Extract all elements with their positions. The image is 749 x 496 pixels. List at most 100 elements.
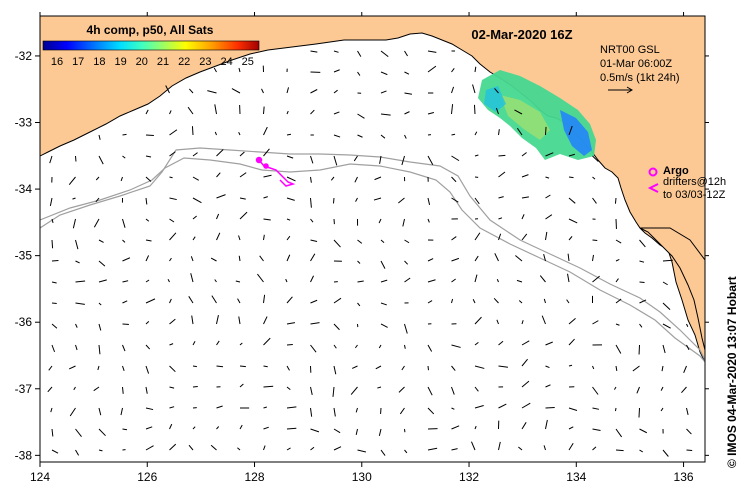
current-vector <box>515 255 523 262</box>
colorbar-tick-label: 21 <box>157 56 169 68</box>
current-vectors <box>47 50 693 457</box>
current-vector <box>638 407 640 418</box>
current-vector <box>122 300 128 304</box>
current-vector <box>493 297 499 304</box>
colorbar-tick-label: 20 <box>136 56 148 68</box>
current-vector <box>516 279 523 283</box>
current-vector <box>145 320 150 325</box>
current-vector <box>474 131 478 136</box>
current-vector <box>427 386 433 396</box>
current-vector <box>451 425 460 430</box>
current-vector <box>145 407 154 411</box>
current-vector <box>521 196 529 199</box>
current-vector <box>213 67 217 73</box>
current-vector <box>169 365 176 373</box>
current-vector <box>122 218 126 228</box>
current-vector <box>145 386 148 394</box>
current-vector <box>51 428 54 437</box>
current-vector <box>75 302 85 305</box>
y-tick-label: -32 <box>15 49 33 63</box>
y-tick-label: -34 <box>15 182 33 196</box>
current-vector <box>380 449 386 456</box>
colorbar-tick-label: 23 <box>199 56 211 68</box>
y-tick-label: -37 <box>15 382 33 396</box>
current-vector <box>662 323 671 329</box>
current-vector <box>662 449 669 457</box>
sst-patch-mid <box>484 86 506 112</box>
colorbar-tick-label: 19 <box>114 56 126 68</box>
current-vector <box>333 111 340 115</box>
current-vector <box>286 254 291 262</box>
colorbar-gradient <box>42 40 260 51</box>
current-vector <box>380 113 391 116</box>
current-vector <box>75 239 79 250</box>
current-vector <box>122 239 126 243</box>
current-vector <box>286 406 297 409</box>
current-vector <box>380 90 387 94</box>
current-vector <box>145 155 152 158</box>
current-vector <box>498 403 507 409</box>
current-vector <box>239 197 246 200</box>
current-vector <box>380 71 388 76</box>
current-vector <box>568 426 574 430</box>
current-vector <box>210 257 217 262</box>
current-vector <box>190 256 194 262</box>
x-tick-label: 134 <box>566 470 586 484</box>
current-vector <box>192 365 197 368</box>
current-vector <box>237 298 241 304</box>
current-vector <box>357 134 363 138</box>
current-vector <box>72 197 76 200</box>
current-vector <box>310 50 318 53</box>
current-vector <box>451 407 455 410</box>
current-vector <box>167 279 170 283</box>
current-vector <box>192 341 196 346</box>
current-vector <box>545 152 554 157</box>
current-vector <box>632 365 640 372</box>
x-tick-label: 126 <box>137 470 157 484</box>
current-vector <box>639 299 647 304</box>
current-vector <box>473 104 476 115</box>
current-vector <box>521 214 525 220</box>
current-vector <box>427 279 436 283</box>
current-vector <box>404 449 408 454</box>
drifter-legend-icon <box>647 183 659 193</box>
current-vector <box>615 298 622 304</box>
current-vector <box>521 320 524 325</box>
current-vector <box>567 253 570 262</box>
legend: Argo drifters@12h to 03/03-12Z <box>647 165 726 201</box>
current-vector <box>472 299 476 304</box>
current-vector <box>145 176 152 182</box>
current-vector <box>451 257 460 262</box>
drifter-legend-sub: to 03/03-12Z <box>663 189 726 201</box>
current-vector <box>614 197 617 204</box>
current-vector <box>214 279 217 283</box>
current-vector <box>357 280 364 283</box>
current-vector <box>286 218 291 221</box>
current-vector <box>211 295 217 304</box>
current-vector <box>451 176 457 183</box>
current-vector <box>285 278 288 283</box>
map-title: 02-Mar-2020 16Z <box>471 27 572 42</box>
current-vector <box>615 428 623 438</box>
info-line-1: NRT00 GSL <box>600 44 660 56</box>
current-vector <box>145 344 151 350</box>
current-vector <box>214 131 217 136</box>
colorbar-title: 4h comp, p50, All Sats <box>87 23 214 37</box>
plot-frame <box>39 15 706 463</box>
current-vector <box>568 364 573 367</box>
current-vector <box>357 113 365 119</box>
current-vector <box>592 446 597 451</box>
current-vector <box>521 422 527 430</box>
current-vector <box>145 298 156 304</box>
current-vector <box>686 323 689 327</box>
current-vector <box>378 218 382 224</box>
argo-legend-label: Argo <box>663 165 689 177</box>
current-vector <box>169 232 177 241</box>
current-vector <box>238 316 241 325</box>
scale-arrowhead <box>626 86 633 94</box>
current-vector <box>214 104 217 115</box>
current-vector <box>355 428 358 435</box>
current-vector <box>545 384 551 388</box>
argo-float-marker <box>263 163 269 169</box>
current-vector <box>310 386 313 395</box>
